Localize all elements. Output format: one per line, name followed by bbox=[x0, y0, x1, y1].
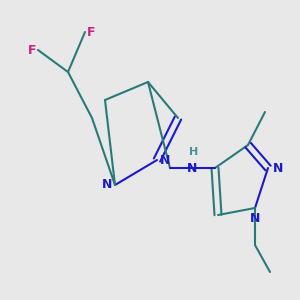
Text: N: N bbox=[160, 154, 170, 166]
Text: F: F bbox=[87, 26, 95, 38]
Text: N: N bbox=[250, 212, 260, 224]
Text: F: F bbox=[28, 44, 36, 56]
Text: N: N bbox=[187, 161, 197, 175]
Text: N: N bbox=[273, 161, 283, 175]
Text: N: N bbox=[102, 178, 112, 191]
Text: H: H bbox=[189, 147, 199, 157]
